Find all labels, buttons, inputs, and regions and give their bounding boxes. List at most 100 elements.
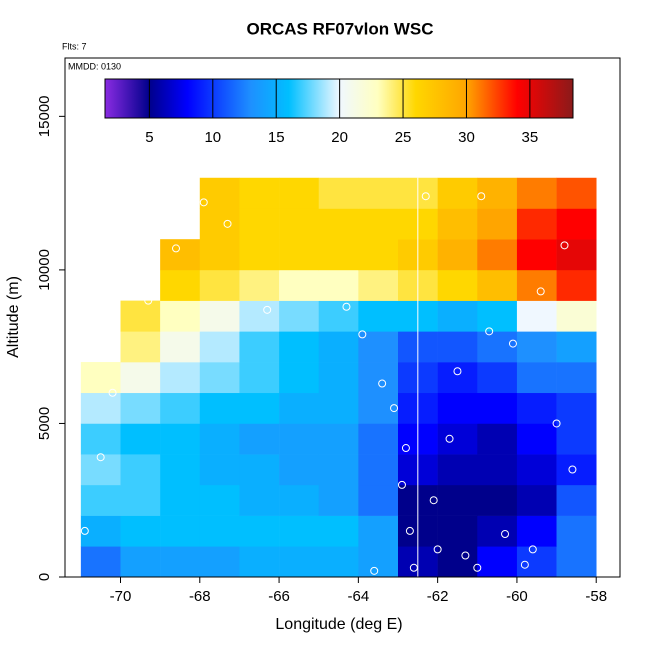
heat-cell (239, 269, 280, 301)
heat-cell (556, 546, 597, 578)
data-point (409, 563, 418, 572)
data-point (453, 367, 462, 376)
heat-cell (199, 300, 240, 332)
heat-cell (477, 239, 518, 271)
heat-cell (279, 546, 320, 578)
y-tick-label: 5000 (36, 407, 53, 440)
data-point (433, 545, 442, 554)
heat-cell (199, 269, 240, 301)
heat-cell (199, 515, 240, 547)
heat-cell (160, 546, 201, 578)
data-point (108, 388, 117, 397)
heat-cell (358, 484, 399, 516)
data-point (390, 404, 399, 413)
heat-cell (318, 392, 359, 424)
heat-cell (239, 208, 280, 240)
heat-cell (279, 392, 320, 424)
data-point (96, 453, 105, 462)
heat-cell (199, 177, 240, 209)
x-tick-label: -62 (427, 588, 449, 605)
x-tick-label: -60 (506, 588, 528, 605)
heat-cell (516, 454, 557, 486)
data-point (508, 339, 517, 348)
heat-cell (477, 484, 518, 516)
chart-title: ORCAS RF07vlon WSC (246, 19, 433, 38)
heat-cell (199, 392, 240, 424)
heat-cell (160, 515, 201, 547)
heat-cell (437, 454, 478, 486)
heat-cell (437, 269, 478, 301)
data-point (263, 305, 272, 314)
heat-cell (199, 423, 240, 455)
heat-cell (437, 484, 478, 516)
heat-cell (318, 208, 359, 240)
heat-cell (239, 392, 280, 424)
heat-cell (516, 484, 557, 516)
heat-cell (318, 177, 359, 209)
heat-cell (199, 208, 240, 240)
heat-cell (477, 300, 518, 332)
x-tick-label: -64 (348, 588, 370, 605)
heat-cell (199, 331, 240, 363)
heat-cell (437, 177, 478, 209)
heat-cell (556, 362, 597, 394)
heat-cell (318, 269, 359, 301)
heat-cell (358, 546, 399, 578)
heat-cell (80, 515, 121, 547)
heat-cell (516, 392, 557, 424)
heat-cell (556, 177, 597, 209)
data-point (429, 496, 438, 505)
heat-cell (358, 392, 399, 424)
x-axis-title: Longitude (deg E) (275, 616, 402, 633)
flights-note: Flts: 7 (62, 41, 87, 51)
heat-cell (279, 331, 320, 363)
x-tick-label: -68 (189, 588, 211, 605)
heat-cell (358, 208, 399, 240)
heat-cell (239, 177, 280, 209)
heat-cell (239, 484, 280, 516)
heat-cell (477, 362, 518, 394)
heat-cell (556, 484, 597, 516)
data-point (568, 465, 577, 474)
heat-cell (120, 362, 161, 394)
heat-cell (199, 239, 240, 271)
heat-cell (556, 208, 597, 240)
heat-cell (160, 423, 201, 455)
data-point (172, 244, 180, 253)
data-point (536, 287, 545, 296)
heat-cell (477, 208, 518, 240)
y-axis-title: Altitude (m) (5, 276, 22, 358)
heat-cell (358, 239, 399, 271)
x-tick-label: -70 (110, 588, 132, 605)
heat-cell (199, 484, 240, 516)
heat-cell (279, 362, 320, 394)
heat-cell (239, 546, 280, 578)
heat-cell (477, 546, 518, 578)
heat-cell (516, 208, 557, 240)
heat-cell (556, 269, 597, 301)
heat-cell (556, 239, 597, 271)
heat-cell (199, 362, 240, 394)
x-tick-label: -66 (268, 588, 290, 605)
data-point (560, 241, 569, 250)
heat-cell (556, 454, 597, 486)
heat-cell (516, 331, 557, 363)
heat-cell (437, 208, 478, 240)
heat-cell (477, 423, 518, 455)
heat-cell (556, 331, 597, 363)
data-point (405, 526, 414, 535)
heat-cell (358, 177, 399, 209)
heat-cell (516, 177, 557, 209)
data-point (401, 444, 410, 453)
colorbar-tick-label: 35 (522, 129, 539, 146)
data-point (421, 192, 430, 201)
heat-cell (80, 423, 121, 455)
heat-cell (477, 515, 518, 547)
colorbar-tick-label: 5 (145, 129, 153, 146)
data-point (370, 566, 379, 575)
heat-cell (279, 454, 320, 486)
heat-cell (279, 239, 320, 271)
y-tick-label: 15000 (36, 95, 53, 137)
heat-cell (80, 546, 121, 578)
